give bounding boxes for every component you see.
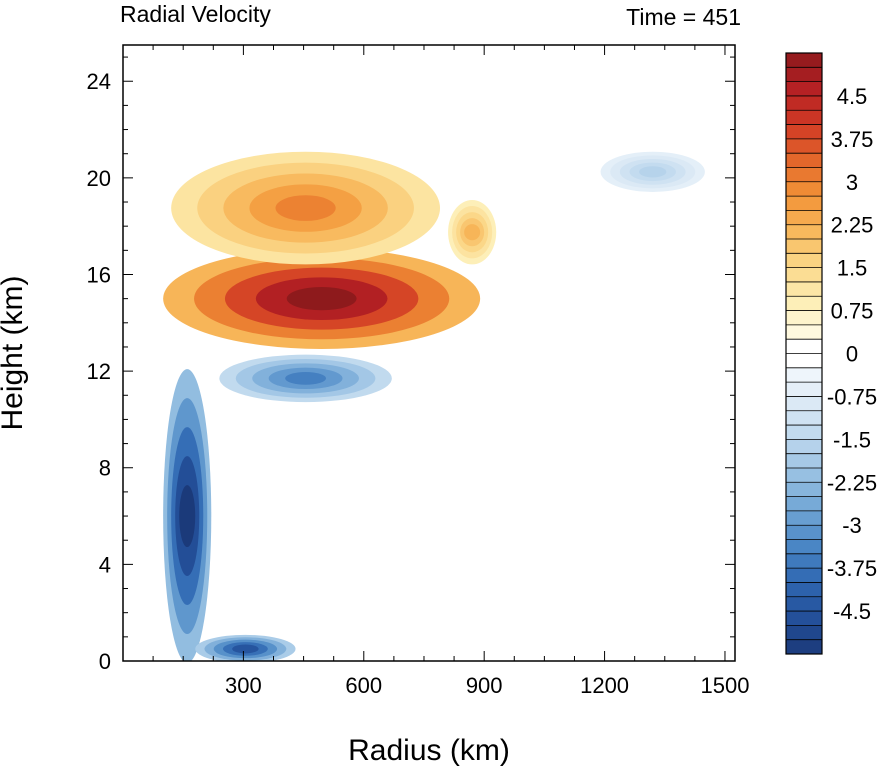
colorbar-bin (786, 181, 822, 197)
low-level-inflow-core-contour (179, 485, 196, 548)
upper-outflow-jet-contour (286, 286, 357, 311)
colorbar-bin (786, 496, 822, 512)
colorbar-bin (786, 625, 822, 640)
x-tick-label: 900 (466, 673, 503, 698)
colorbar-bin (786, 367, 822, 383)
x-axis-label: Radius (km) (348, 734, 510, 767)
x-tick-label: 600 (345, 673, 382, 698)
colorbar-tick-label: -0.75 (827, 384, 877, 409)
y-tick-label: 12 (87, 359, 111, 384)
colorbar-bin (786, 138, 822, 154)
colorbar-bin (786, 53, 822, 68)
y-tick-label: 0 (99, 649, 111, 674)
chart-title-right: Time = 451 (626, 4, 741, 30)
colorbar-frame (785, 52, 823, 655)
colorbar-bin (786, 582, 822, 598)
colorbar-bin (786, 539, 822, 555)
colorbar-tick-label: -2.25 (827, 470, 877, 495)
feature-mid-level-inflow-band (219, 354, 392, 403)
boundary-layer-inflow-contour (232, 644, 259, 654)
colorbar-tick-label: 0.75 (831, 299, 874, 324)
colorbar-bin (786, 611, 822, 626)
colorbar-bin (786, 553, 822, 569)
y-tick-label: 8 (99, 456, 111, 481)
x-tick-label: 300 (225, 673, 262, 698)
outer-outflow-patch-contour (464, 224, 481, 241)
colorbar-bin (786, 453, 822, 469)
colorbar-bin (786, 382, 822, 397)
x-tick-label: 1200 (580, 673, 629, 698)
colorbar-bin (786, 425, 822, 440)
x-tick-label: 1500 (700, 673, 749, 698)
colorbar-bin (786, 167, 822, 183)
colorbar-bin (786, 110, 822, 125)
feature-upper-inflow-patch (600, 151, 705, 192)
upper-outflow-arm-contour (275, 195, 336, 221)
y-tick-label: 16 (87, 262, 111, 287)
colorbar-bin (786, 210, 822, 226)
feature-upper-outflow-arm (171, 151, 441, 265)
colorbar-bin (786, 253, 822, 268)
colorbar-bin (786, 196, 822, 211)
colorbar-tick-label: 0 (846, 342, 858, 367)
colorbar-bin (786, 568, 822, 583)
colorbar: 4.5 3.75 3 2.25 1.5 0.75 0 -0.75 -1.5 -2.25 -3 -3.7… (785, 52, 877, 655)
colorbar-tick-label: 2.25 (831, 213, 874, 238)
feature-low-level-inflow-core (163, 369, 212, 661)
mid-level-inflow-band-contour (285, 372, 327, 385)
colorbar-bin (786, 639, 822, 655)
plot-frame (122, 44, 736, 662)
colorbar-tick-label: 1.5 (837, 256, 868, 281)
colorbar-bin (786, 525, 822, 540)
colorbar-tick-label: -1.5 (833, 427, 871, 452)
colorbar-bin (786, 153, 822, 168)
colorbar-bin (786, 353, 822, 369)
colorbar-bin (786, 596, 822, 612)
feature-boundary-layer-inflow (195, 634, 296, 661)
colorbar-bin (786, 281, 822, 297)
colorbar-bin (786, 410, 822, 426)
colorbar-bin (786, 482, 822, 497)
axes: 300 600 900 1200 1500 0 4 8 12 16 20 24 (87, 45, 749, 698)
colorbar-bin (786, 124, 822, 140)
velocity-field (163, 151, 705, 661)
plot-area (123, 45, 735, 661)
colorbar-bin (786, 510, 822, 526)
feature-outer-outflow-patch (448, 200, 497, 265)
y-axis-label: Height (km) (0, 275, 29, 430)
colorbar-bin (786, 439, 822, 454)
colorbar-bin (786, 339, 822, 354)
colorbar-tick-label: -4.5 (833, 599, 871, 624)
colorbar-bin (786, 396, 822, 412)
feature-upper-outflow-jet (163, 248, 481, 349)
colorbar-tick-label: -3 (842, 513, 862, 538)
colorbar-bin (786, 267, 822, 283)
colorbar-bin (786, 310, 822, 326)
colorbar-bin (786, 296, 822, 311)
y-tick-label: 4 (99, 552, 111, 577)
colorbar-tick-label: 4.5 (837, 84, 868, 109)
upper-inflow-patch-contour (639, 166, 667, 178)
colorbar-tick-label: 3.75 (831, 127, 874, 152)
colorbar-bin (786, 95, 822, 111)
colorbar-bin (786, 81, 822, 97)
chart-title-left: Radial Velocity (120, 1, 271, 27)
colorbar-tick-label: -3.75 (827, 556, 877, 581)
colorbar-bin (786, 67, 822, 82)
colorbar-bin (786, 467, 822, 483)
y-tick-label: 24 (87, 69, 111, 94)
colorbar-bin (786, 239, 822, 254)
colorbar-bin (786, 224, 822, 240)
colorbar-tick-label: 3 (846, 170, 858, 195)
y-tick-label: 20 (87, 166, 111, 191)
colorbar-bin (786, 324, 822, 340)
